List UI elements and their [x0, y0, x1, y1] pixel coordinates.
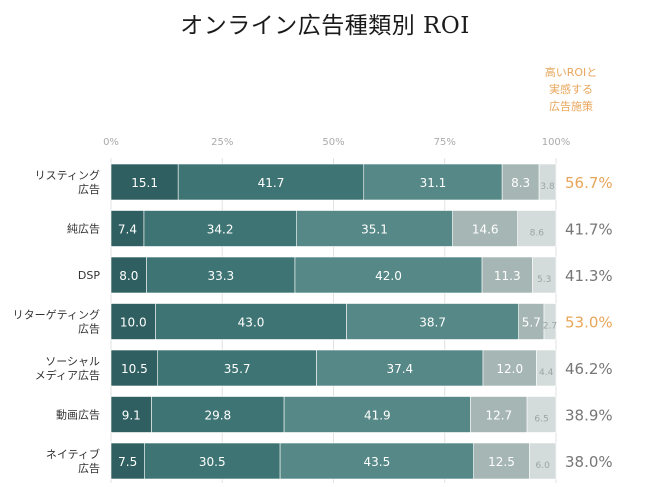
segment-value-label: 29.8	[204, 409, 231, 423]
segment-value-label: 5.7	[522, 316, 541, 330]
segment-value-label: 12.5	[488, 455, 515, 469]
segment-value-label: 6.0	[535, 461, 550, 471]
segment-value-label: 43.5	[364, 455, 391, 469]
segment-value-label: 31.1	[420, 176, 447, 190]
segment-value-label: 42.0	[375, 269, 402, 283]
highlight-note-line: 広告施策	[549, 100, 593, 113]
segment-value-label: 15.1	[131, 176, 158, 190]
bar-segment	[473, 442, 530, 480]
segment-value-label: 35.1	[361, 223, 388, 237]
highlight-note-line: 実感する	[549, 83, 593, 96]
segment-value-label: 37.4	[386, 362, 413, 376]
bar-segment	[157, 349, 317, 387]
bar-segment	[283, 396, 471, 433]
segment-value-label: 8.6	[530, 229, 545, 239]
bar-segment	[526, 396, 557, 433]
bar-segment	[110, 349, 159, 387]
category-label: 純広告	[67, 223, 100, 236]
segment-value-label: 30.5	[199, 455, 226, 469]
highlight-note-line: 高いROIと	[544, 66, 598, 79]
bar-segment	[482, 349, 537, 387]
bar-segment	[144, 442, 281, 480]
category-label: 広告	[78, 183, 100, 196]
bar-segment	[110, 442, 145, 480]
bar-segment	[536, 349, 557, 387]
bar-segment	[517, 210, 557, 247]
segment-value-label: 11.3	[494, 269, 521, 283]
roi-value-label: 41.7%	[565, 221, 613, 239]
chart-title: オンライン広告種類別 ROI	[180, 13, 470, 39]
x-tick-label: 50%	[322, 137, 344, 148]
x-tick-label: 25%	[211, 137, 233, 148]
segment-value-label: 4.4	[539, 368, 554, 378]
bar-segment	[151, 396, 285, 433]
segment-value-label: 2.7	[543, 322, 557, 332]
x-tick-label: 100%	[542, 137, 571, 148]
bar-segment	[316, 349, 484, 387]
segment-value-label: 10.0	[120, 316, 147, 330]
segment-value-label: 7.4	[118, 223, 137, 237]
roi-value-label: 56.7%	[565, 174, 613, 192]
category-label: リスティング	[35, 168, 100, 182]
segment-value-label: 35.7	[224, 362, 251, 376]
bar-segment	[155, 303, 347, 340]
category-label: ネイティブ	[46, 447, 100, 461]
bar-segment	[532, 256, 557, 294]
segment-value-label: 14.6	[472, 223, 499, 237]
bar-segment	[110, 163, 179, 201]
segment-value-label: 3.8	[540, 182, 555, 192]
segment-value-label: 12.0	[496, 362, 523, 376]
bar-segment	[110, 210, 145, 247]
roi-value-label: 38.0%	[565, 453, 613, 471]
category-label: 広告	[78, 462, 100, 475]
roi-value-label: 41.3%	[565, 267, 613, 285]
segment-value-label: 43.0	[238, 316, 265, 330]
bar-segment	[110, 256, 147, 294]
bar-segment	[363, 163, 503, 201]
bar-segment	[481, 256, 533, 294]
bar-segment	[143, 210, 297, 247]
category-label: ソーシャル	[45, 355, 100, 368]
bar-segment	[452, 210, 518, 247]
roi-value-label: 38.9%	[565, 407, 613, 425]
bar-segment	[294, 256, 483, 294]
segment-value-label: 10.5	[121, 362, 148, 376]
bar-segment	[296, 210, 453, 247]
category-label: リターゲティング	[13, 308, 100, 322]
highlight-note: 高いROIと 実感する 広告施策	[536, 64, 606, 115]
roi-value-label: 53.0%	[565, 314, 613, 332]
bar-segment	[543, 303, 557, 340]
category-label: DSP	[78, 269, 100, 282]
segment-value-label: 6.5	[534, 415, 548, 425]
segment-value-label: 9.1	[122, 409, 141, 423]
x-tick-label: 75%	[434, 137, 456, 148]
bar-segment	[528, 442, 557, 480]
bar-segment	[177, 163, 365, 201]
segment-value-label: 38.7	[419, 316, 446, 330]
category-label: 動画広告	[56, 408, 100, 422]
segment-value-label: 33.3	[207, 269, 234, 283]
segment-value-label: 41.7	[258, 176, 285, 190]
bar-segment	[279, 442, 474, 480]
segment-value-label: 8.0	[119, 269, 138, 283]
segment-value-label: 12.7	[485, 409, 512, 423]
segment-value-label: 7.5	[118, 455, 137, 469]
bar-segment	[538, 163, 557, 201]
roi-value-label: 46.2%	[565, 360, 613, 378]
category-label: メディア広告	[35, 368, 100, 382]
segment-value-label: 41.9	[364, 409, 391, 423]
segment-value-label: 5.3	[537, 275, 551, 285]
bar-segment	[501, 163, 540, 201]
bar-segment	[110, 303, 156, 340]
bar-segment	[146, 256, 296, 294]
x-tick-label: 0%	[103, 137, 119, 148]
segment-value-label: 8.3	[511, 176, 530, 190]
category-label: 広告	[78, 323, 100, 336]
segment-value-label: 34.2	[207, 223, 234, 237]
